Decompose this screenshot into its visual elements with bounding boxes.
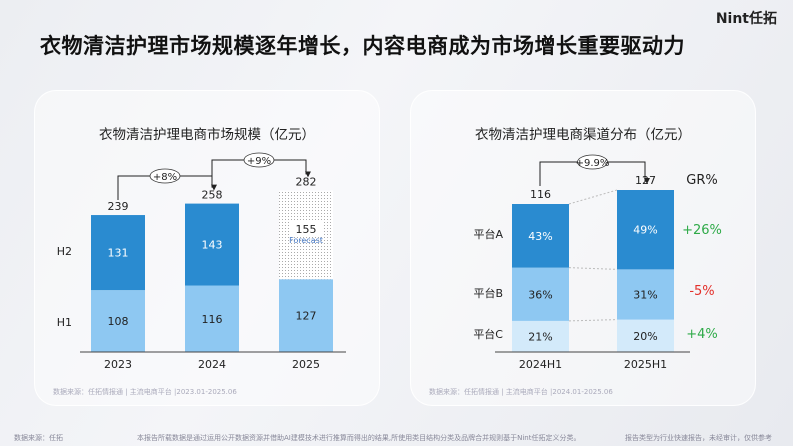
gr-header: GR% [686,173,717,188]
bar-h2 [185,203,239,286]
bar-label-h1: 116 [202,313,223,326]
growth-bubble [577,154,608,170]
chart-source: 数据来源：任拓情报通 | 主流电商平台 |2023.01-2025.06 [53,388,237,396]
chart-source: 数据来源：任拓情报通 | 主流电商平台 |2024.01-2025.06 [429,388,613,396]
bar-segment-0 [512,204,569,268]
bar-segment-1 [512,267,569,321]
forecast-label: Forecast [289,236,323,245]
connector [568,189,618,205]
channel-name: 平台C [473,327,503,341]
legend-h2: H2 [57,245,72,258]
connector [568,319,618,322]
segment-label: 31% [633,288,657,301]
footer-note: 报告类型为行业快速报告，未经审计，仅供参考 [625,434,772,442]
segment-label: 21% [528,330,552,343]
bar-segment-2 [512,320,569,352]
bar-h1 [185,285,239,352]
x-tick-label: 2024 [198,358,226,371]
x-tick-label: 2025H1 [624,358,667,371]
bar-segment-2 [617,319,674,352]
growth-label: +9.9% [576,158,610,169]
x-tick-label: 2025 [292,358,320,371]
bar-label-h1: 108 [108,315,129,328]
growth-bubble [149,168,181,184]
segment-label: 36% [528,288,552,301]
segment-label: 20% [633,330,657,343]
forecast-box [289,221,323,236]
growth-bubble [243,152,275,168]
channel-name: 平台A [473,227,503,241]
gr-value: -5% [689,284,714,299]
bar-total: 258 [202,189,223,202]
x-tick-label: 2024H1 [519,358,562,371]
footer-source: 数据来源：任拓 [14,434,63,442]
bar-total: 116 [530,188,551,201]
bar-label-h2: 155 [296,223,317,236]
bar-h1 [91,290,145,352]
bar-h2 [91,215,145,291]
bar-segment-0 [617,190,674,270]
segment-label: 49% [633,224,657,237]
footer-disclaimer: 本报告所载数据是通过运用公开数据资源并借助AI建模技术进行推算而得出的结果,所使… [137,434,581,442]
channel-card: 衣物清洁护理电商渠道分布（亿元） 数据来源：任拓情报通 | 主流电商平台 |20… [410,90,756,406]
segment-label: 43% [528,230,552,243]
channel-name: 平台B [473,286,503,300]
bar-label-h2: 131 [108,247,129,260]
gr-value: +26% [682,223,722,238]
chart-title: 衣物清洁护理电商市场规模（亿元） [99,127,315,143]
bar-label-h1: 127 [296,310,317,323]
bar-total: 282 [296,175,317,188]
chart-title: 衣物清洁护理电商渠道分布（亿元） [475,127,691,143]
growth-label: +8% [153,172,177,183]
bar-total: 239 [108,200,129,213]
gr-value: +4% [686,327,718,342]
connector [568,267,618,270]
bar-h1 [279,279,333,352]
page-title: 衣物清洁护理市场规模逐年增长，内容电商成为市场增长重要驱动力 [40,34,685,58]
x-tick-label: 2023 [104,358,132,371]
logo: Nint任拓 [715,11,777,27]
bar-label-h2: 143 [202,239,223,252]
growth-label: +9% [247,156,271,167]
bar-segment-1 [617,269,674,320]
legend-h1: H1 [57,316,72,329]
